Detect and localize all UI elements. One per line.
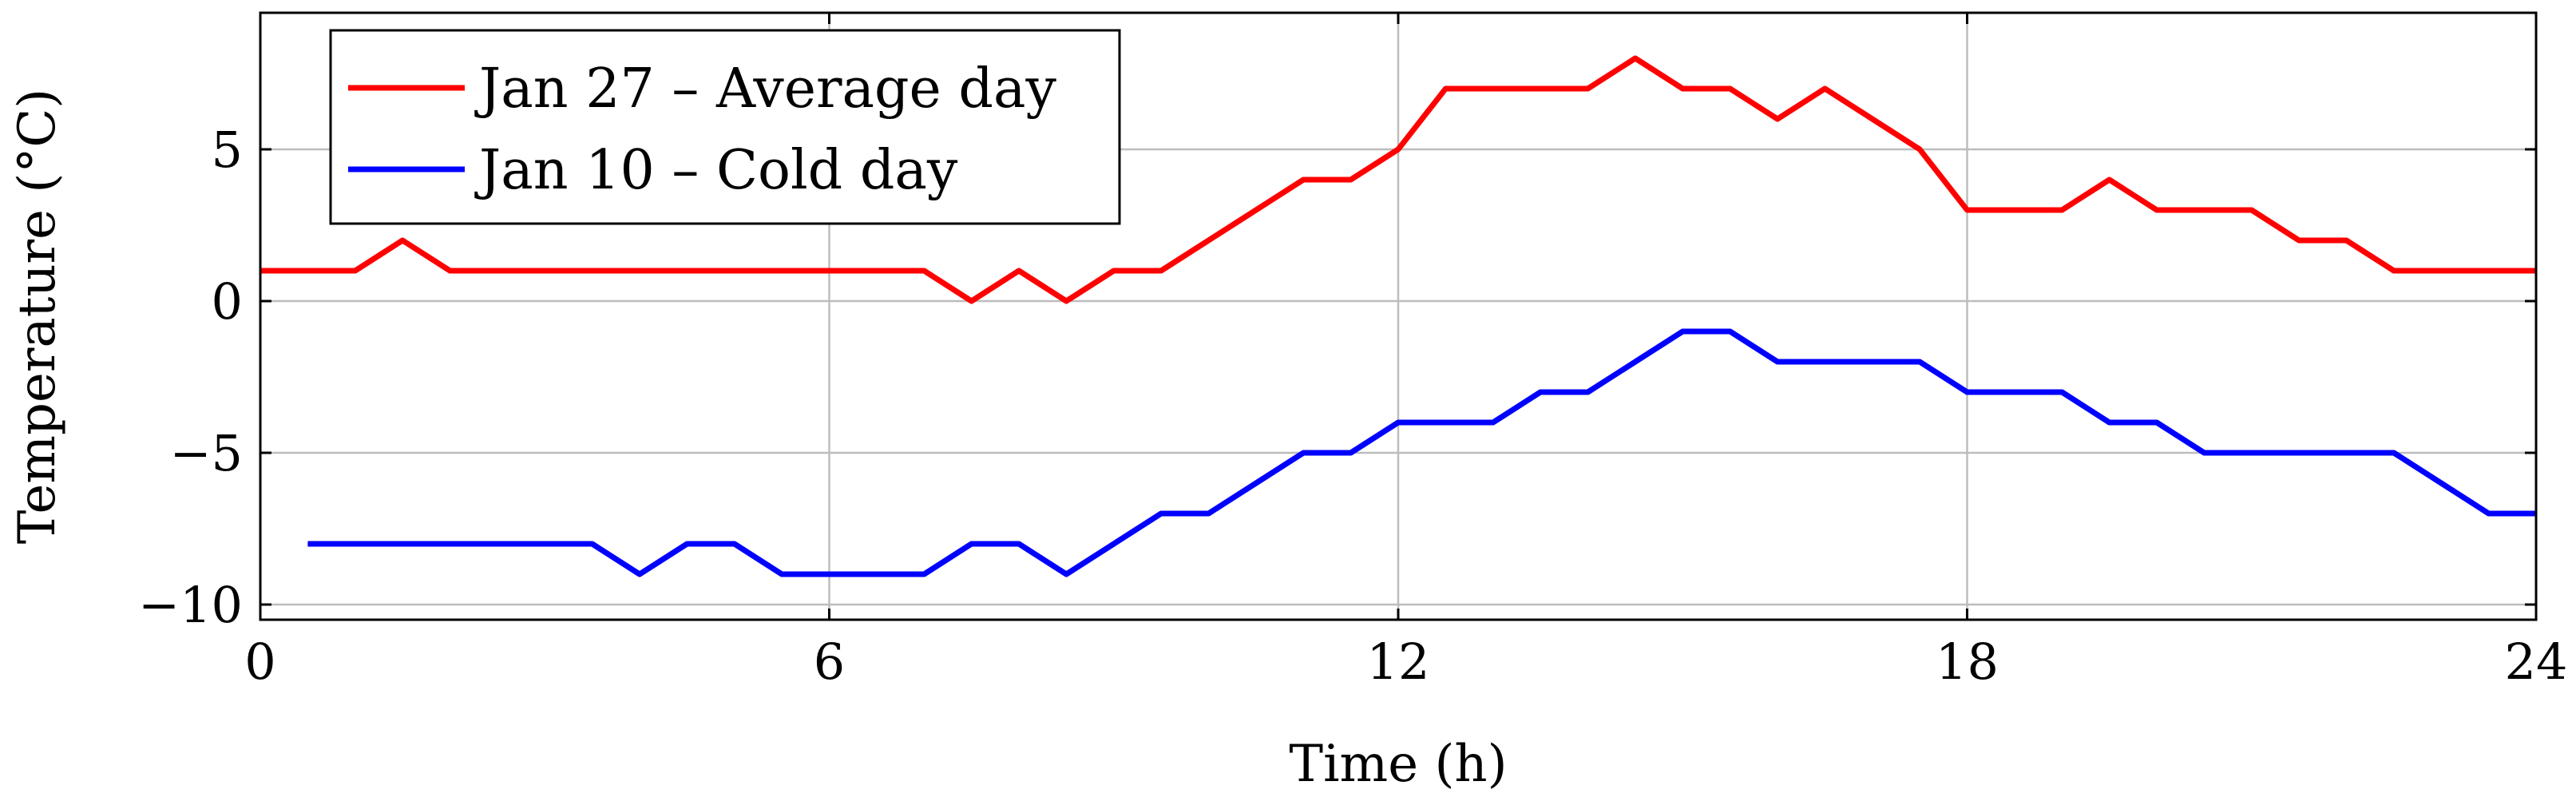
legend-label-cold-day: Jan 10 – Cold day	[474, 139, 958, 202]
x-tick-label: 6	[814, 633, 845, 691]
x-axis-label: Time (h)	[1289, 735, 1507, 794]
x-tick-label: 24	[2505, 633, 2568, 691]
x-tick-label: 18	[1936, 633, 1999, 691]
series-line-average-day	[260, 55, 2536, 304]
y-axis-label: Temperature (°C)	[8, 89, 67, 545]
axis-ticks: 0 6 12 18 24 −10 −5 0 5	[138, 13, 2567, 691]
y-tick-label: −5	[170, 424, 243, 482]
legend-label-average-day: Jan 27 – Average day	[474, 58, 1056, 121]
y-tick-label: 0	[212, 272, 243, 331]
y-tick-label: −10	[138, 576, 243, 634]
x-tick-label: 12	[1367, 633, 1430, 691]
x-tick-label: 0	[244, 633, 275, 691]
y-tick-label: 5	[212, 121, 243, 179]
series-lines	[260, 55, 2536, 577]
legend-box	[329, 29, 1121, 225]
series-line-cold-day	[307, 328, 2536, 577]
legend: Jan 27 – Average day Jan 10 – Cold day	[329, 29, 1121, 225]
